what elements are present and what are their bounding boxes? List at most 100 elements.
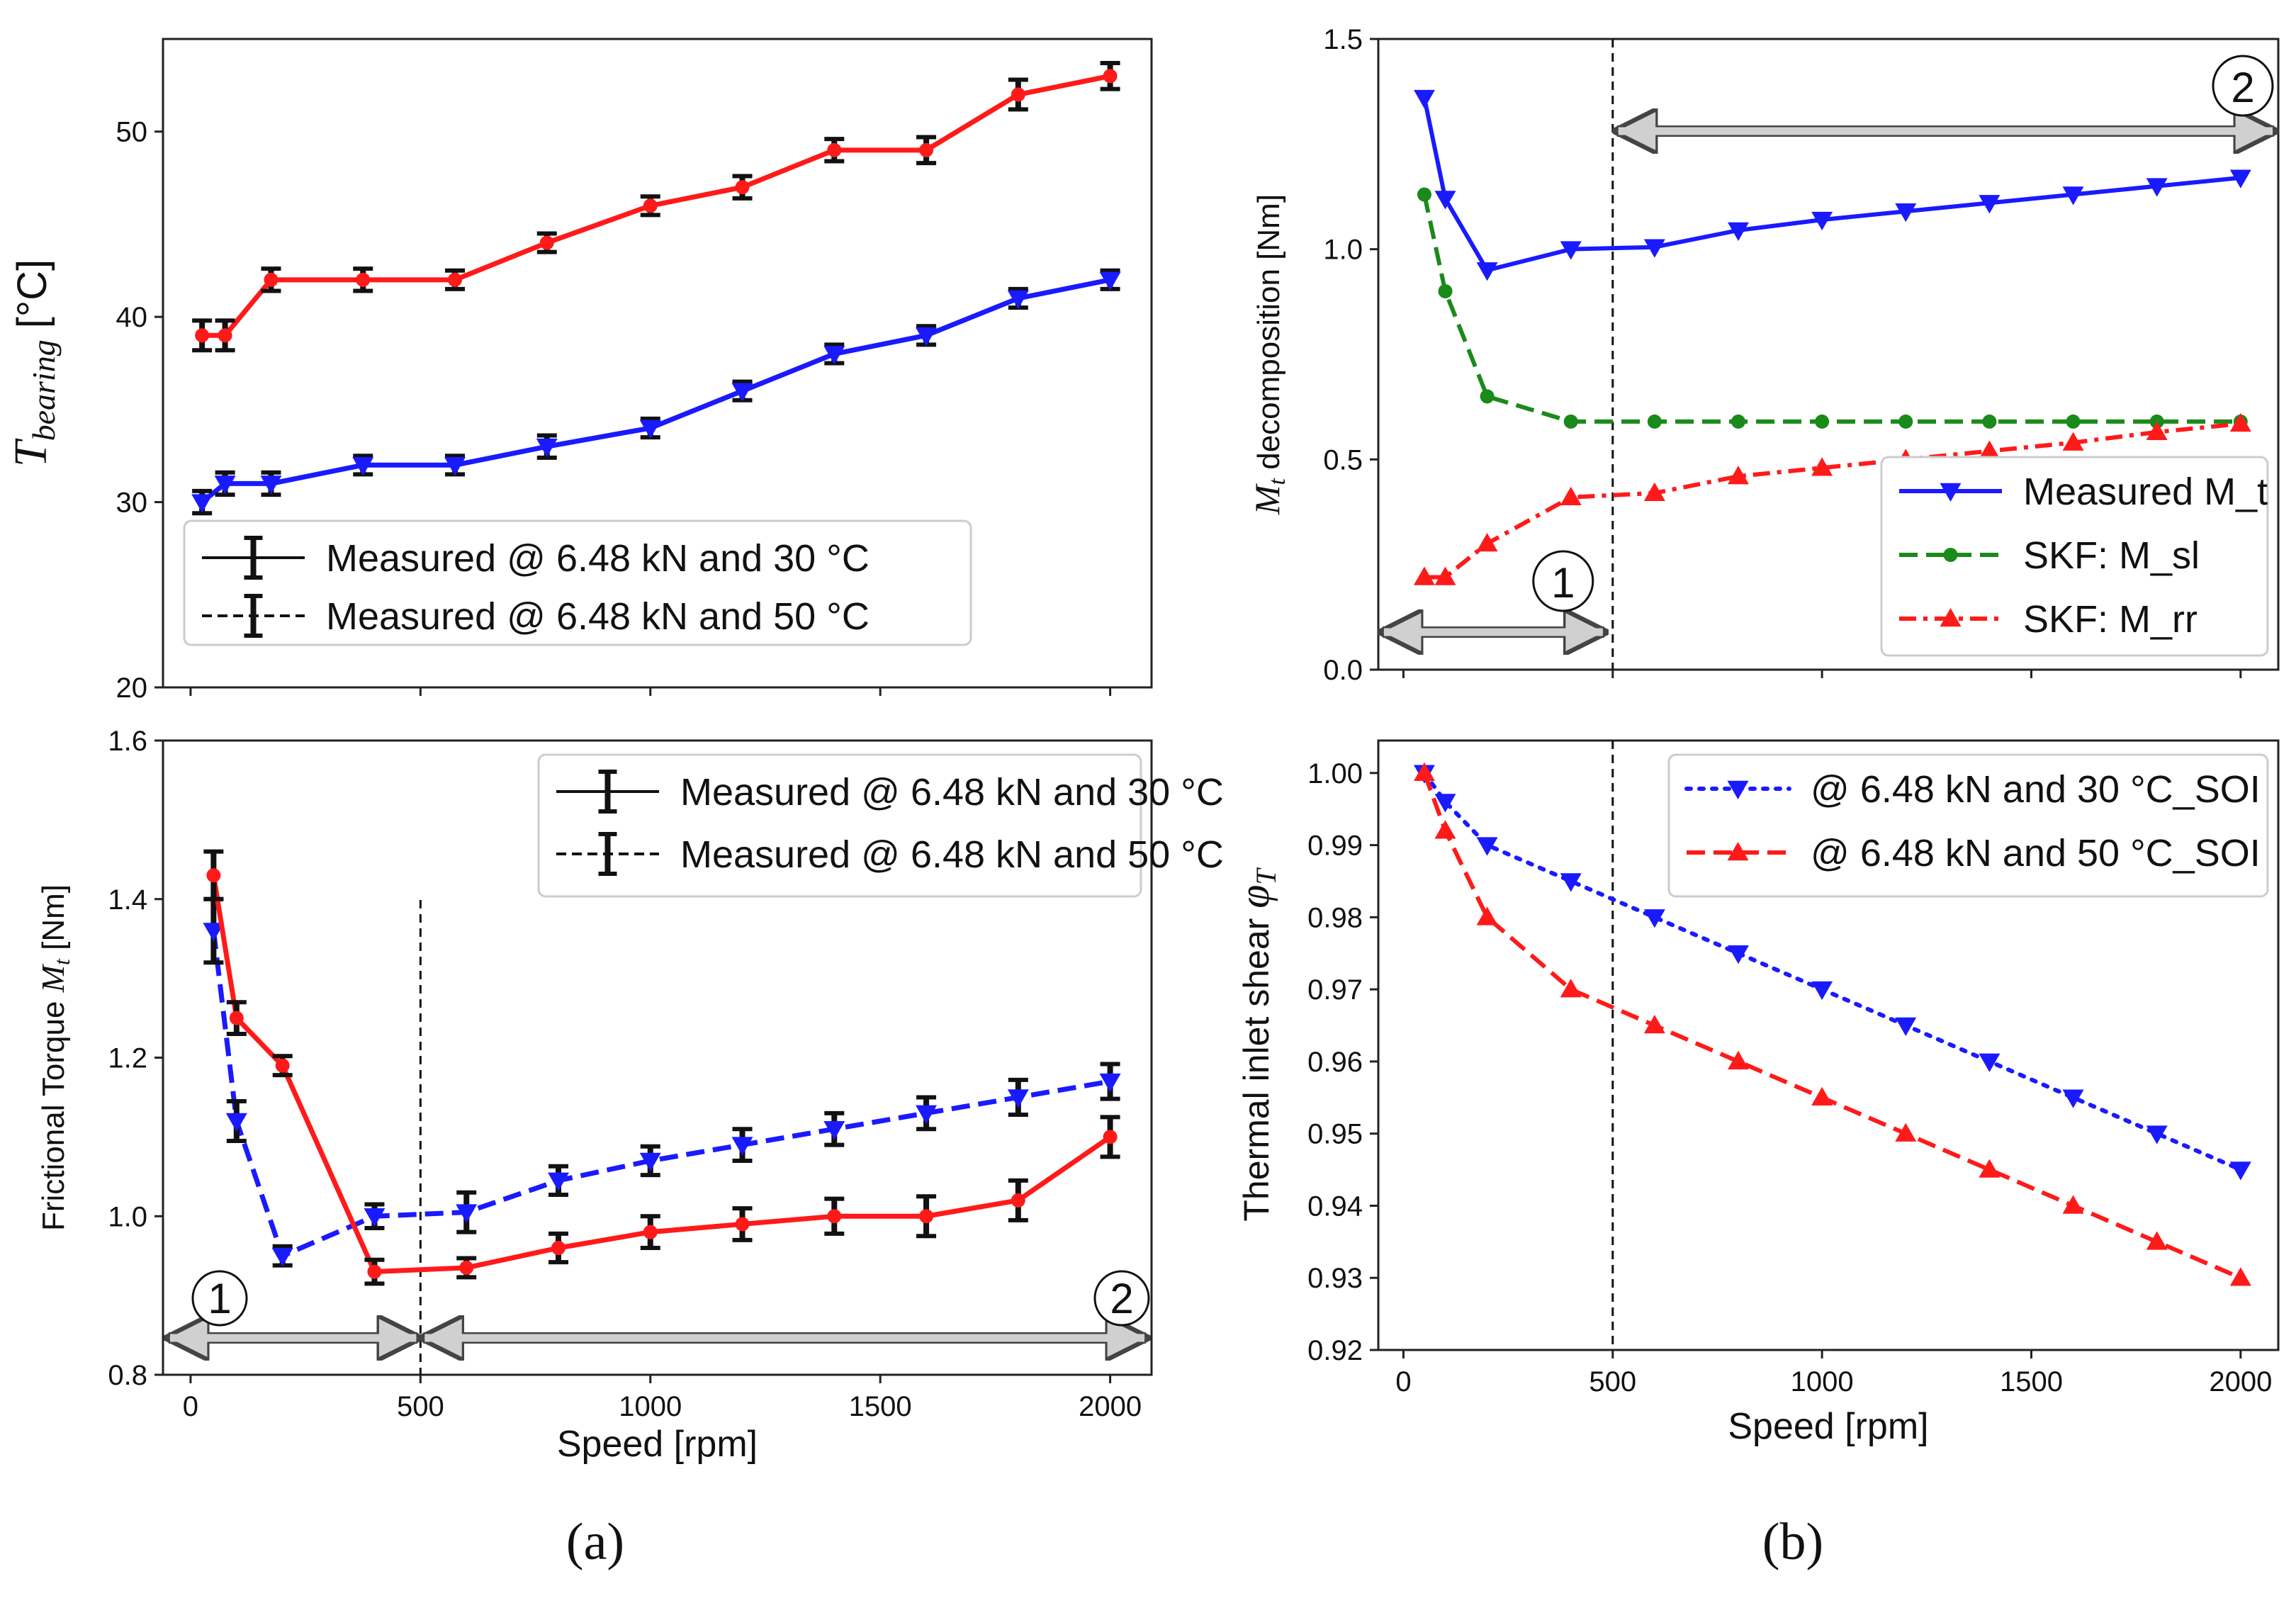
data-point (1413, 566, 1435, 585)
y-label-subscript: t (1264, 477, 1290, 485)
y-tick-label: 0.98 (1307, 902, 1363, 933)
data-point (1476, 533, 1498, 552)
data-point (1434, 191, 1456, 210)
data-point (1643, 239, 1665, 258)
data-point (356, 272, 371, 287)
y-tick-label: 0.99 (1307, 831, 1363, 862)
data-point (1895, 1017, 1917, 1037)
legend: Measured @ 6.48 kN and 30 °C Measured @ 6… (537, 753, 1224, 898)
data-point (367, 1264, 382, 1279)
y-label-text: Frictional Torque (36, 992, 71, 1231)
data-point (643, 198, 658, 213)
data-point (1103, 1130, 1118, 1144)
data-point (264, 272, 278, 287)
data-point (731, 383, 753, 402)
data-point (1434, 794, 1456, 813)
x-tick-label: 500 (397, 1391, 444, 1422)
data-point (1811, 1086, 1833, 1106)
data-point (1417, 187, 1431, 202)
data-point (1413, 89, 1435, 109)
legend: @ 6.48 kN and 30 °C_SOI @ 6.48 kN and 50 … (1667, 753, 2269, 898)
data-point (1560, 241, 1582, 260)
y-label-unit: [Nm] (36, 884, 71, 959)
region-1-label: 1 (208, 1275, 231, 1322)
data-point (1979, 1053, 2000, 1072)
y-tick-label: 1.00 (1307, 758, 1363, 789)
data-point (1728, 1050, 1749, 1070)
data-point (1728, 945, 1749, 964)
data-point (1434, 820, 1456, 839)
y-label-symbol: M (1247, 483, 1287, 515)
legend-box (183, 519, 972, 646)
x-tick-label: 1000 (619, 1391, 682, 1422)
y-label-unit: [°C] (9, 259, 55, 339)
data-point (551, 1241, 565, 1255)
panel-label-a: (a) (566, 1513, 624, 1571)
data-point (1979, 195, 2000, 214)
y-tick-label: 0.97 (1307, 974, 1363, 1006)
series-1 (203, 896, 1121, 1268)
x-tick-label: 1500 (2000, 1366, 2063, 1397)
data-point (1811, 457, 1833, 476)
data-point (2062, 432, 2084, 451)
data-point (260, 476, 282, 495)
x-axis-label: Speed [rpm] (1728, 1406, 1928, 1447)
legend-marker (1940, 483, 1962, 502)
data-point (225, 1113, 247, 1132)
data-point (218, 328, 232, 343)
x-tick-label: 0 (1395, 1366, 1411, 1397)
data-point (271, 1247, 293, 1267)
y-label-subscript: bearing (26, 339, 62, 441)
data-point (2062, 1195, 2084, 1214)
data-point (2229, 169, 2251, 189)
series-line (1422, 772, 2242, 1280)
y-tick-label: 20 (116, 673, 148, 704)
series-2 (203, 849, 1120, 1286)
data-point (539, 235, 554, 250)
data-point (823, 346, 845, 365)
data-point (1728, 222, 1749, 241)
data-point (1011, 87, 1025, 102)
y-axis-label: Frictional Torque Mt [Nm] (35, 884, 74, 1231)
data-point (1731, 414, 1745, 429)
data-point (1011, 1193, 1025, 1208)
legend-label: @ 6.48 kN and 50 °C_SOI (1811, 832, 2261, 874)
legend: Measured M_t SKF: M_sl SKF: M_rr (1880, 456, 2269, 657)
data-point (1413, 762, 1435, 782)
region-2-label: 2 (1110, 1275, 1133, 1322)
legend-marker (1727, 842, 1749, 861)
legend-label: Measured @ 6.48 kN and 50 °C (326, 595, 870, 638)
chart-frictional-torque: 0 500 1000 1500 2000 0.8 1.0 1.2 1.4 1.6 Speed [rp… (35, 726, 1224, 1465)
data-point (1438, 284, 1453, 298)
y-axis-label: Mt decomposition [Nm] (1247, 194, 1290, 515)
y-tick-label: 1.0 (108, 1201, 147, 1232)
data-point (731, 1137, 753, 1156)
data-point (2062, 1089, 2084, 1108)
series-2 (1413, 762, 2251, 1286)
series-2 (1417, 187, 2248, 429)
data-point (459, 1260, 474, 1275)
data-point (2229, 1267, 2251, 1286)
region-2-circle (2212, 55, 2274, 117)
legend-label: SKF: M_rr (2023, 598, 2197, 641)
data-point (2066, 414, 2081, 429)
chart-thermal-inlet-shear: 0 500 1000 1500 2000 0.92 0.93 0.94 0.95 0.96 0.97… (1231, 739, 2280, 1447)
y-tick-label: 0.93 (1307, 1263, 1363, 1294)
data-point (1811, 981, 1833, 1001)
data-point (919, 142, 934, 157)
panel-label-b: (b) (1762, 1513, 1823, 1571)
data-point (1099, 1073, 1121, 1093)
region-1-circle (191, 1270, 248, 1327)
data-point (548, 1172, 569, 1191)
y-label-subscript: t (49, 958, 74, 965)
y-axis-label: Tbearing [°C] (5, 259, 62, 467)
data-point (827, 142, 842, 157)
legend-marker (1943, 548, 1958, 562)
data-point (1007, 290, 1029, 309)
data-point (1476, 262, 1498, 281)
y-tick-label: 30 (116, 488, 148, 519)
y-tick-label: 40 (116, 302, 148, 333)
data-point (1895, 1122, 1917, 1142)
x-tick-label: 1000 (1791, 1366, 1854, 1397)
